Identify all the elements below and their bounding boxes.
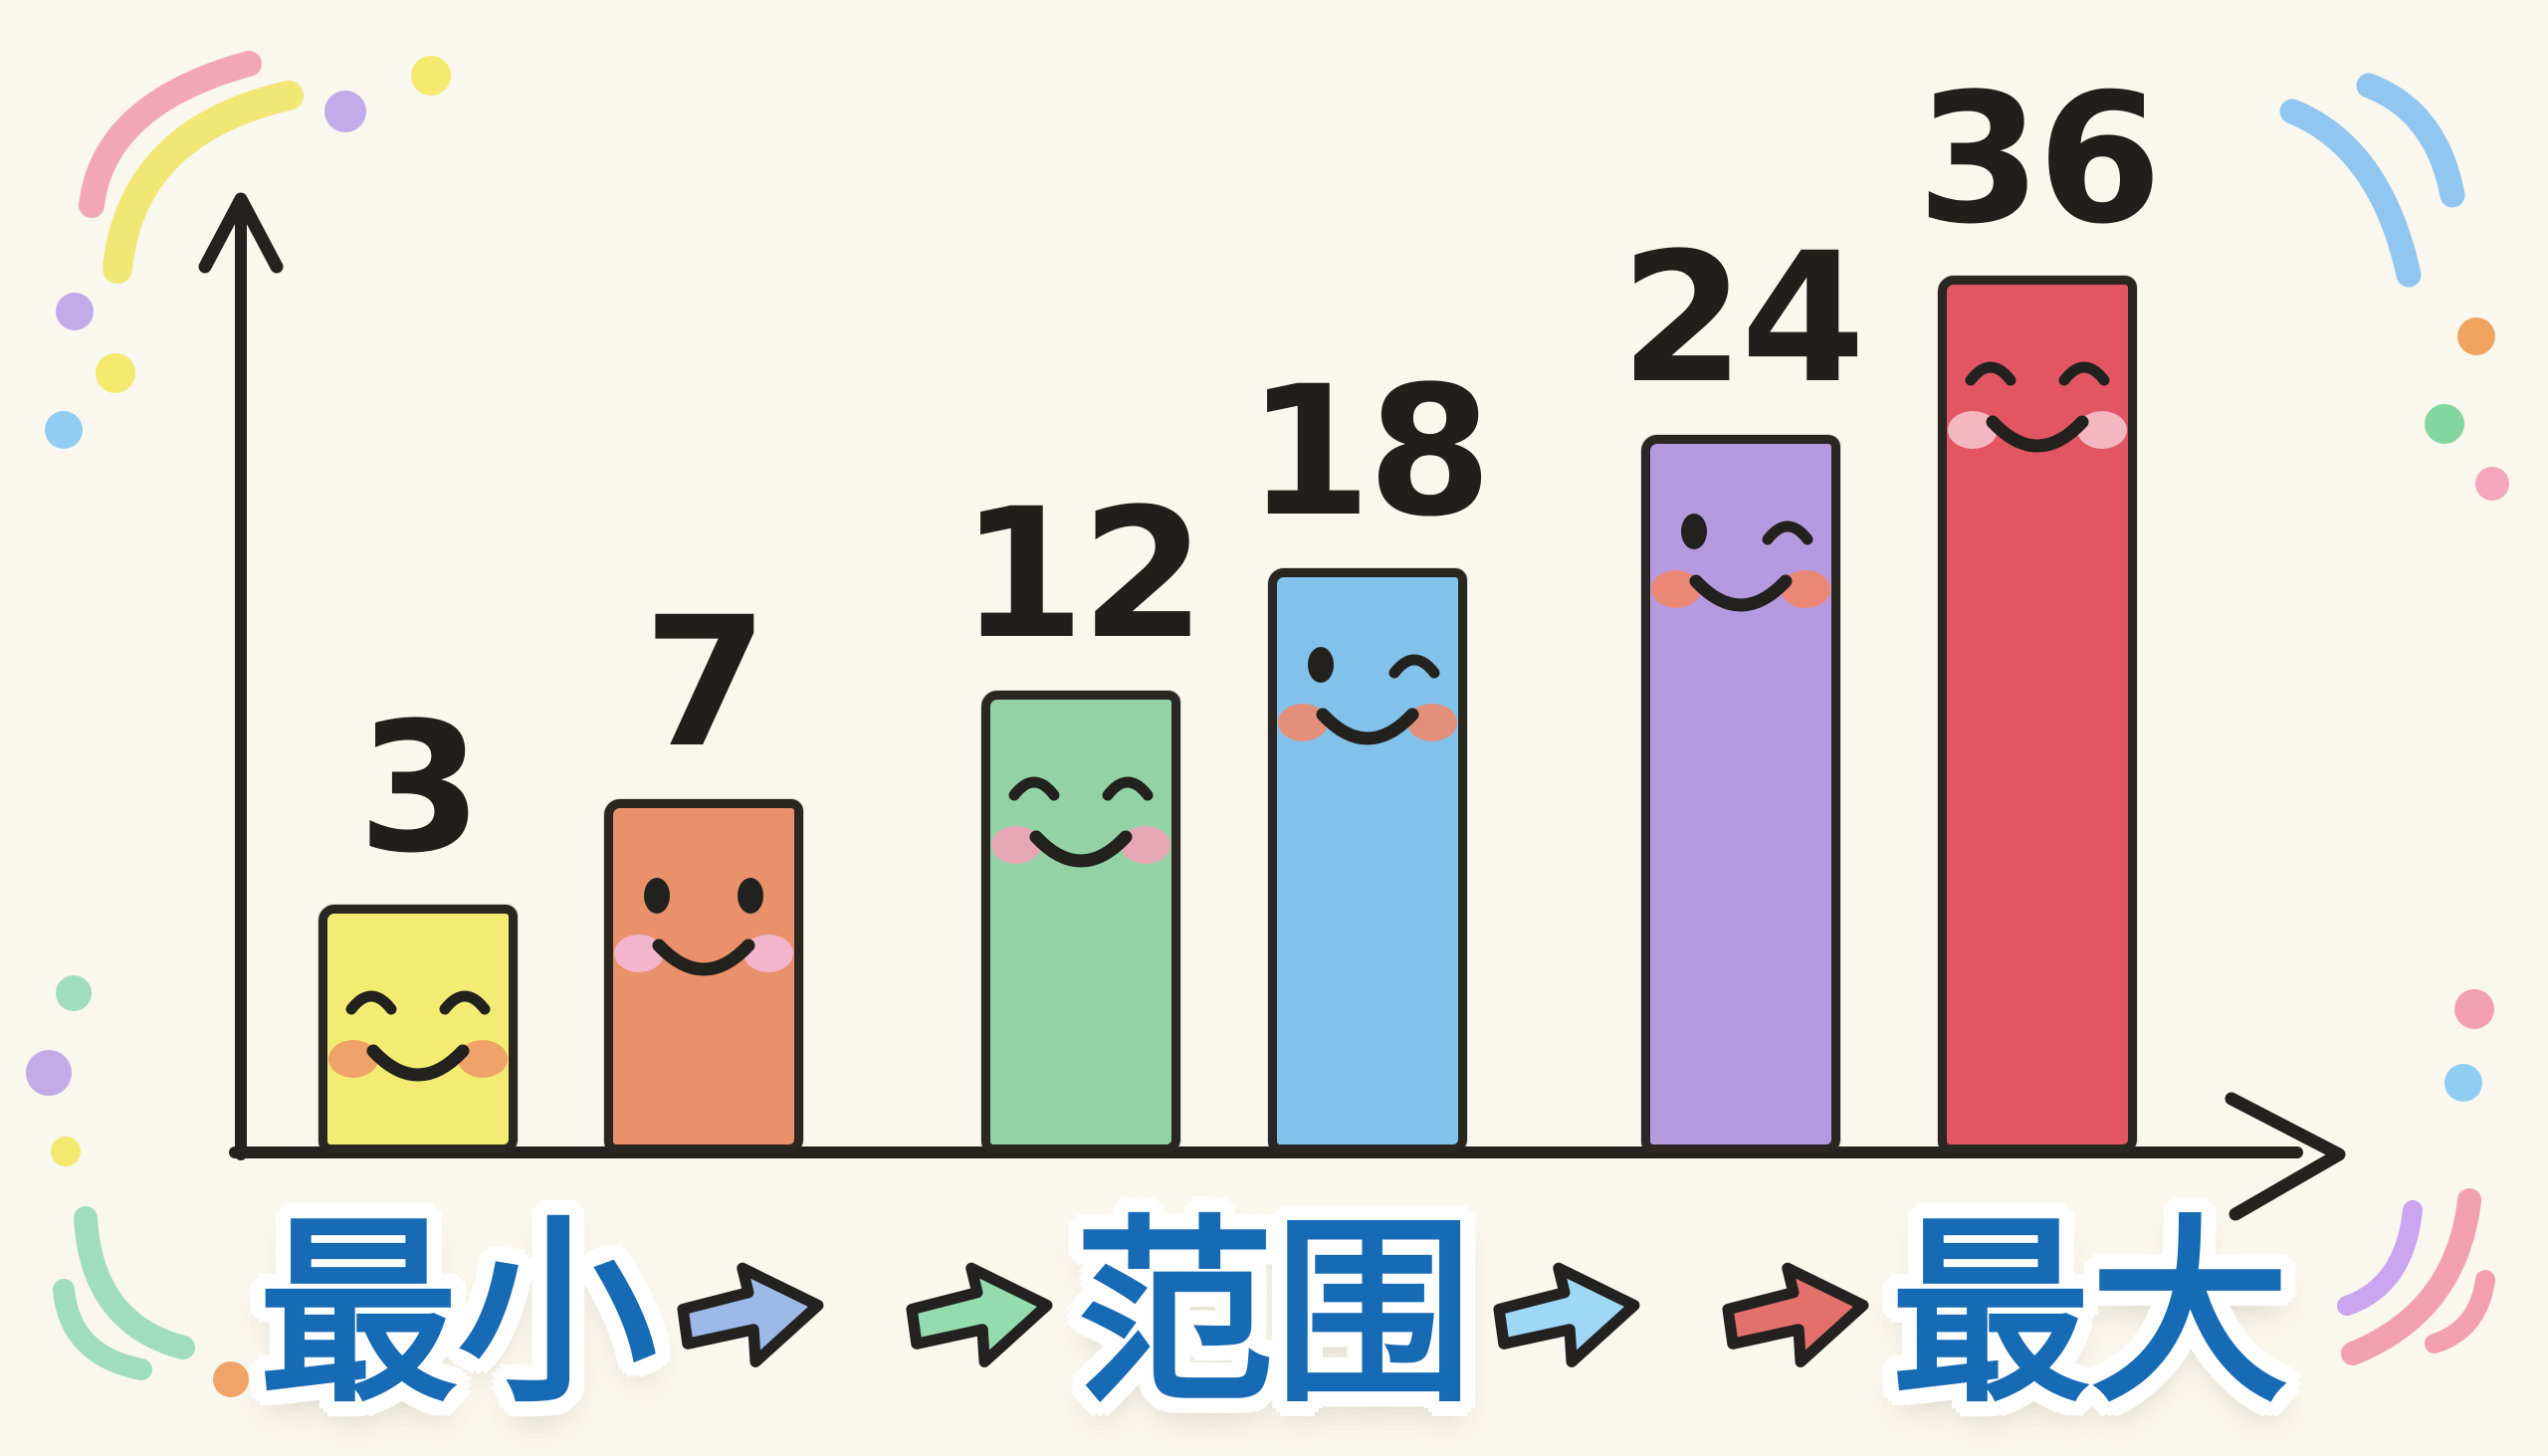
bar-18 bbox=[1268, 568, 1467, 1153]
bar-value-label: 7 bbox=[643, 579, 767, 787]
blush-right bbox=[1781, 570, 1830, 608]
confetti-dot bbox=[2457, 317, 2495, 355]
confetti-arc bbox=[2279, 99, 2422, 288]
min-label: 最小 bbox=[258, 1197, 657, 1430]
blush-left bbox=[1278, 704, 1328, 741]
blush-right bbox=[1121, 826, 1170, 864]
bar-face bbox=[614, 878, 793, 976]
blush-right bbox=[1407, 704, 1457, 741]
confetti-dot bbox=[411, 56, 451, 96]
bar-face bbox=[1948, 361, 2127, 453]
closed-eye-icon bbox=[1965, 361, 2017, 386]
closed-eye-icon bbox=[1008, 776, 1060, 801]
confetti-dot bbox=[2454, 989, 2494, 1029]
blush-left bbox=[991, 826, 1041, 864]
smile-mouth bbox=[1986, 415, 2089, 453]
confetti-dot bbox=[2444, 1064, 2482, 1102]
confetti-dot bbox=[51, 1137, 81, 1166]
confetti-arc bbox=[79, 51, 262, 218]
confetti-dot bbox=[26, 1050, 72, 1096]
smile-mouth bbox=[366, 1044, 470, 1082]
smile-mouth bbox=[1689, 574, 1793, 612]
bar-face bbox=[1651, 514, 1830, 612]
bar-value-label: 18 bbox=[1246, 348, 1493, 556]
range-label: 范围 bbox=[1074, 1197, 1473, 1430]
bar-value-label: 36 bbox=[1916, 56, 2163, 264]
bar-value-label: 24 bbox=[1619, 215, 1866, 423]
arrow-right-icon bbox=[1493, 1262, 1640, 1367]
blush-right bbox=[458, 1040, 508, 1078]
dot-eye-icon bbox=[644, 878, 670, 914]
confetti-dot bbox=[96, 353, 135, 393]
dot-eye-icon bbox=[1308, 647, 1334, 683]
confetti-dot bbox=[45, 411, 83, 449]
confetti-dot bbox=[324, 91, 366, 132]
smile-mouth bbox=[1029, 830, 1133, 868]
closed-eye-icon bbox=[439, 990, 491, 1015]
bar-face bbox=[328, 990, 508, 1082]
arrow-right-icon bbox=[906, 1262, 1053, 1367]
bar-12 bbox=[981, 691, 1180, 1153]
closed-eye-icon bbox=[1102, 776, 1154, 801]
dot-eye-icon bbox=[1681, 514, 1707, 549]
bar-3 bbox=[318, 905, 518, 1153]
closed-eye-icon bbox=[1388, 654, 1440, 679]
confetti-dot bbox=[56, 293, 94, 330]
max-label: 最大 bbox=[1891, 1197, 2290, 1430]
closed-eye-icon bbox=[1762, 520, 1813, 545]
smile-mouth bbox=[1316, 708, 1419, 745]
closed-eye-icon bbox=[2058, 361, 2110, 386]
confetti-arc bbox=[103, 81, 304, 284]
smile-mouth bbox=[652, 938, 755, 976]
dot-eye-icon bbox=[738, 878, 763, 914]
bar-7 bbox=[604, 799, 803, 1153]
confetti-arc bbox=[2356, 73, 2465, 208]
bar-24 bbox=[1641, 435, 1840, 1153]
blush-left bbox=[614, 935, 664, 972]
confetti-dot bbox=[56, 975, 92, 1011]
closed-eye-icon bbox=[345, 990, 397, 1015]
arrow-right-icon bbox=[1722, 1262, 1869, 1367]
bar-value-label: 12 bbox=[959, 471, 1206, 679]
bar-value-label: 3 bbox=[357, 685, 482, 893]
arrow-right-icon bbox=[677, 1262, 824, 1367]
blush-left bbox=[1948, 411, 1998, 449]
caption-flow: 最小 范围 最大 bbox=[0, 1172, 2548, 1456]
blush-right bbox=[2077, 411, 2127, 449]
confetti-dot bbox=[2475, 467, 2509, 501]
bar-face bbox=[1278, 647, 1457, 745]
blush-left bbox=[328, 1040, 378, 1078]
bar-face bbox=[991, 776, 1170, 868]
bar-36 bbox=[1938, 276, 2137, 1153]
blush-right bbox=[743, 935, 793, 972]
blush-left bbox=[1651, 570, 1701, 608]
y-axis-arrowhead bbox=[198, 192, 284, 274]
confetti-dot bbox=[2425, 404, 2464, 444]
